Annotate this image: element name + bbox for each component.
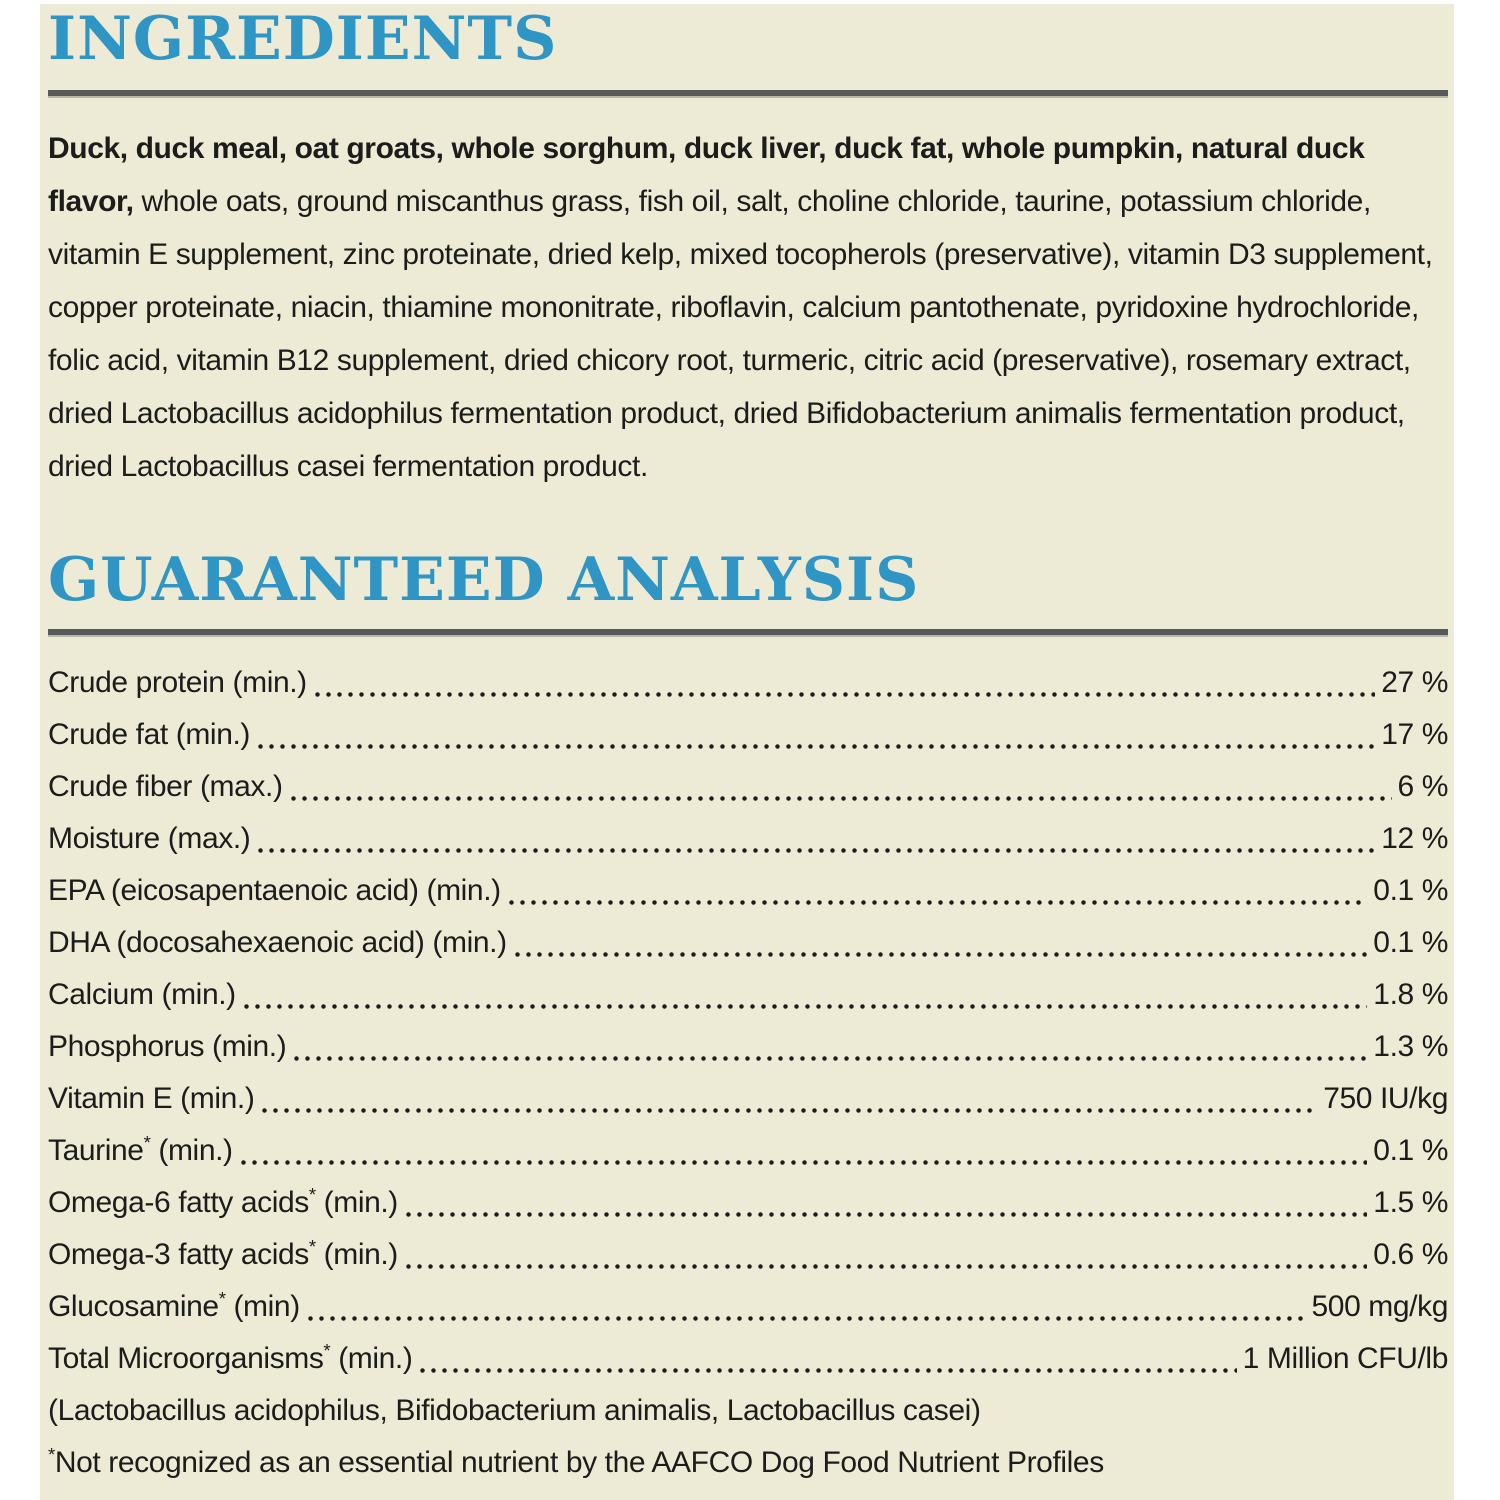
ingredients-primary-text: Duck, duck meal, oat groats, whole sorgh… bbox=[48, 132, 1365, 218]
table-row: Moisture (max.) 12 % bbox=[48, 813, 1448, 865]
analysis-label: Vitamin E (min.) bbox=[48, 1082, 255, 1115]
dot-leader bbox=[240, 1160, 1368, 1165]
table-row: Crude fat (min.) 17 % bbox=[48, 709, 1448, 761]
analysis-label: Phosphorus (min.) bbox=[48, 1030, 287, 1063]
table-row: DHA (docosahexaenoic acid) (min.) 0.1 % bbox=[48, 917, 1448, 969]
dot-leader bbox=[420, 1368, 1237, 1373]
analysis-value: 6 % bbox=[1397, 770, 1449, 803]
footnote: *Not recognized as an essential nutrient… bbox=[48, 1444, 1104, 1479]
analysis-label: Crude fiber (max.) bbox=[48, 770, 283, 803]
analysis-value: 1 Million CFU/lb bbox=[1242, 1342, 1449, 1375]
analysis-label: Omega-3 fatty acids* (min.) bbox=[48, 1236, 398, 1271]
table-row: Glucosamine* (min) 500 mg/kg bbox=[48, 1281, 1448, 1333]
table-row: Phosphorus (min.) 1.3 % bbox=[48, 1021, 1448, 1073]
table-row: Total Microorganisms* (min.) 1 Million C… bbox=[48, 1333, 1448, 1385]
table-row: Omega-3 fatty acids* (min.) 0.6 % bbox=[48, 1229, 1448, 1281]
dot-leader bbox=[243, 1004, 1368, 1009]
table-row: Vitamin E (min.) 750 IU/kg bbox=[48, 1073, 1448, 1125]
analysis-label: Moisture (max.) bbox=[48, 822, 251, 855]
analysis-value: 1.5 % bbox=[1373, 1186, 1448, 1219]
analysis-label: Crude fat (min.) bbox=[48, 718, 251, 751]
dot-leader bbox=[405, 1264, 1368, 1269]
analysis-label: DHA (docosahexaenoic acid) (min.) bbox=[48, 926, 507, 959]
analysis-value: 0.6 % bbox=[1373, 1238, 1448, 1271]
analysis-value: 500 mg/kg bbox=[1311, 1290, 1449, 1323]
analysis-value: 12 % bbox=[1381, 822, 1448, 855]
analysis-value: 0.1 % bbox=[1373, 926, 1448, 959]
table-row: Calcium (min.) 1.8 % bbox=[48, 969, 1448, 1021]
dot-leader bbox=[514, 952, 1368, 957]
dot-leader bbox=[294, 1056, 1368, 1061]
table-row: Crude fiber (max.) 6 % bbox=[48, 761, 1448, 813]
analysis-label: Crude protein (min.) bbox=[48, 666, 307, 699]
dot-leader bbox=[508, 900, 1368, 905]
section-divider bbox=[48, 90, 1448, 98]
analysis-value: 750 IU/kg bbox=[1323, 1082, 1448, 1115]
dot-leader bbox=[405, 1212, 1368, 1217]
analysis-label: EPA (eicosapentaenoic acid) (min.) bbox=[48, 874, 501, 907]
dot-leader bbox=[290, 796, 1392, 801]
label-sheet: INGREDIENTS Duck, duck meal, oat groats,… bbox=[40, 4, 1454, 1500]
analysis-label: Taurine* (min.) bbox=[48, 1132, 233, 1167]
analysis-label: Omega-6 fatty acids* (min.) bbox=[48, 1184, 398, 1219]
table-row: EPA (eicosapentaenoic acid) (min.) 0.1 % bbox=[48, 865, 1448, 917]
guaranteed-analysis-table: Crude protein (min.) 27 % Crude fat (min… bbox=[48, 657, 1448, 1489]
analysis-value: 0.1 % bbox=[1373, 874, 1448, 907]
analysis-label: Glucosamine* (min) bbox=[48, 1288, 300, 1323]
dot-leader bbox=[258, 848, 1376, 853]
dot-leader bbox=[314, 692, 1376, 697]
section-divider bbox=[48, 629, 1448, 637]
analysis-label: Calcium (min.) bbox=[48, 978, 236, 1011]
table-row: Crude protein (min.) 27 % bbox=[48, 657, 1448, 709]
table-row: Omega-6 fatty acids* (min.) 1.5 % bbox=[48, 1177, 1448, 1229]
table-row: Taurine* (min.) 0.1 % bbox=[48, 1125, 1448, 1177]
analysis-value: 0.1 % bbox=[1373, 1134, 1448, 1167]
dot-leader bbox=[262, 1108, 1318, 1113]
dot-leader bbox=[258, 744, 1376, 749]
ingredients-secondary-text: whole oats, ground miscanthus grass, fis… bbox=[48, 185, 1433, 483]
analysis-label: Total Microorganisms* (min.) bbox=[48, 1340, 413, 1375]
analysis-value: 17 % bbox=[1381, 718, 1448, 751]
analysis-value: 27 % bbox=[1381, 666, 1448, 699]
analysis-value: 1.8 % bbox=[1373, 978, 1448, 1011]
ingredients-heading: INGREDIENTS bbox=[48, 4, 558, 74]
microorganisms-note: (Lactobacillus acidophilus, Bifidobacter… bbox=[48, 1394, 981, 1427]
analysis-value: 1.3 % bbox=[1373, 1030, 1448, 1063]
guaranteed-analysis-heading: GUARANTEED ANALYSIS bbox=[48, 545, 920, 615]
dot-leader bbox=[307, 1316, 1306, 1321]
ingredients-paragraph: Duck, duck meal, oat groats, whole sorgh… bbox=[48, 122, 1448, 493]
